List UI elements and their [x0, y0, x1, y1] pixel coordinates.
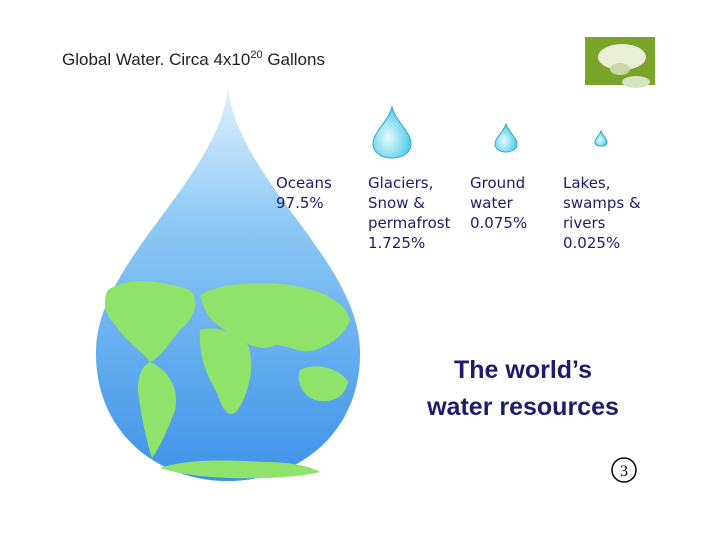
label-line: rivers — [563, 214, 606, 232]
title-superscript: 20 — [250, 49, 262, 61]
labels: Oceans 97.5% Glaciers, Snow & permafrost 1.72… — [276, 174, 641, 252]
heading-line: water resources — [426, 393, 619, 421]
heading-line: The world’s — [454, 356, 592, 384]
label-line: Lakes, — [563, 174, 611, 192]
label-value: 97.5% — [276, 194, 324, 212]
label-line: Ground — [470, 174, 525, 192]
small-drops — [372, 105, 608, 159]
title-text: Global Water. Circa 4x10 — [62, 50, 250, 69]
page-number-circle — [611, 457, 637, 483]
label-line: Snow & — [368, 194, 425, 212]
label-line: Glaciers, — [368, 174, 433, 192]
label-value: 1.725% — [368, 234, 425, 252]
page-number: 3 — [620, 463, 628, 480]
label-line: water — [470, 194, 514, 212]
title-suffix: Gallons — [263, 50, 325, 69]
label-line: swamps & — [563, 194, 641, 212]
label-value: 0.075% — [470, 214, 527, 232]
label-line: Oceans — [276, 174, 332, 192]
corner-icon — [585, 37, 655, 88]
big-drop — [95, 88, 361, 481]
label-value: 0.025% — [563, 234, 620, 252]
label-line: permafrost — [368, 214, 451, 232]
slide-title: Global Water. Circa 4x1020 Gallons — [62, 49, 325, 69]
